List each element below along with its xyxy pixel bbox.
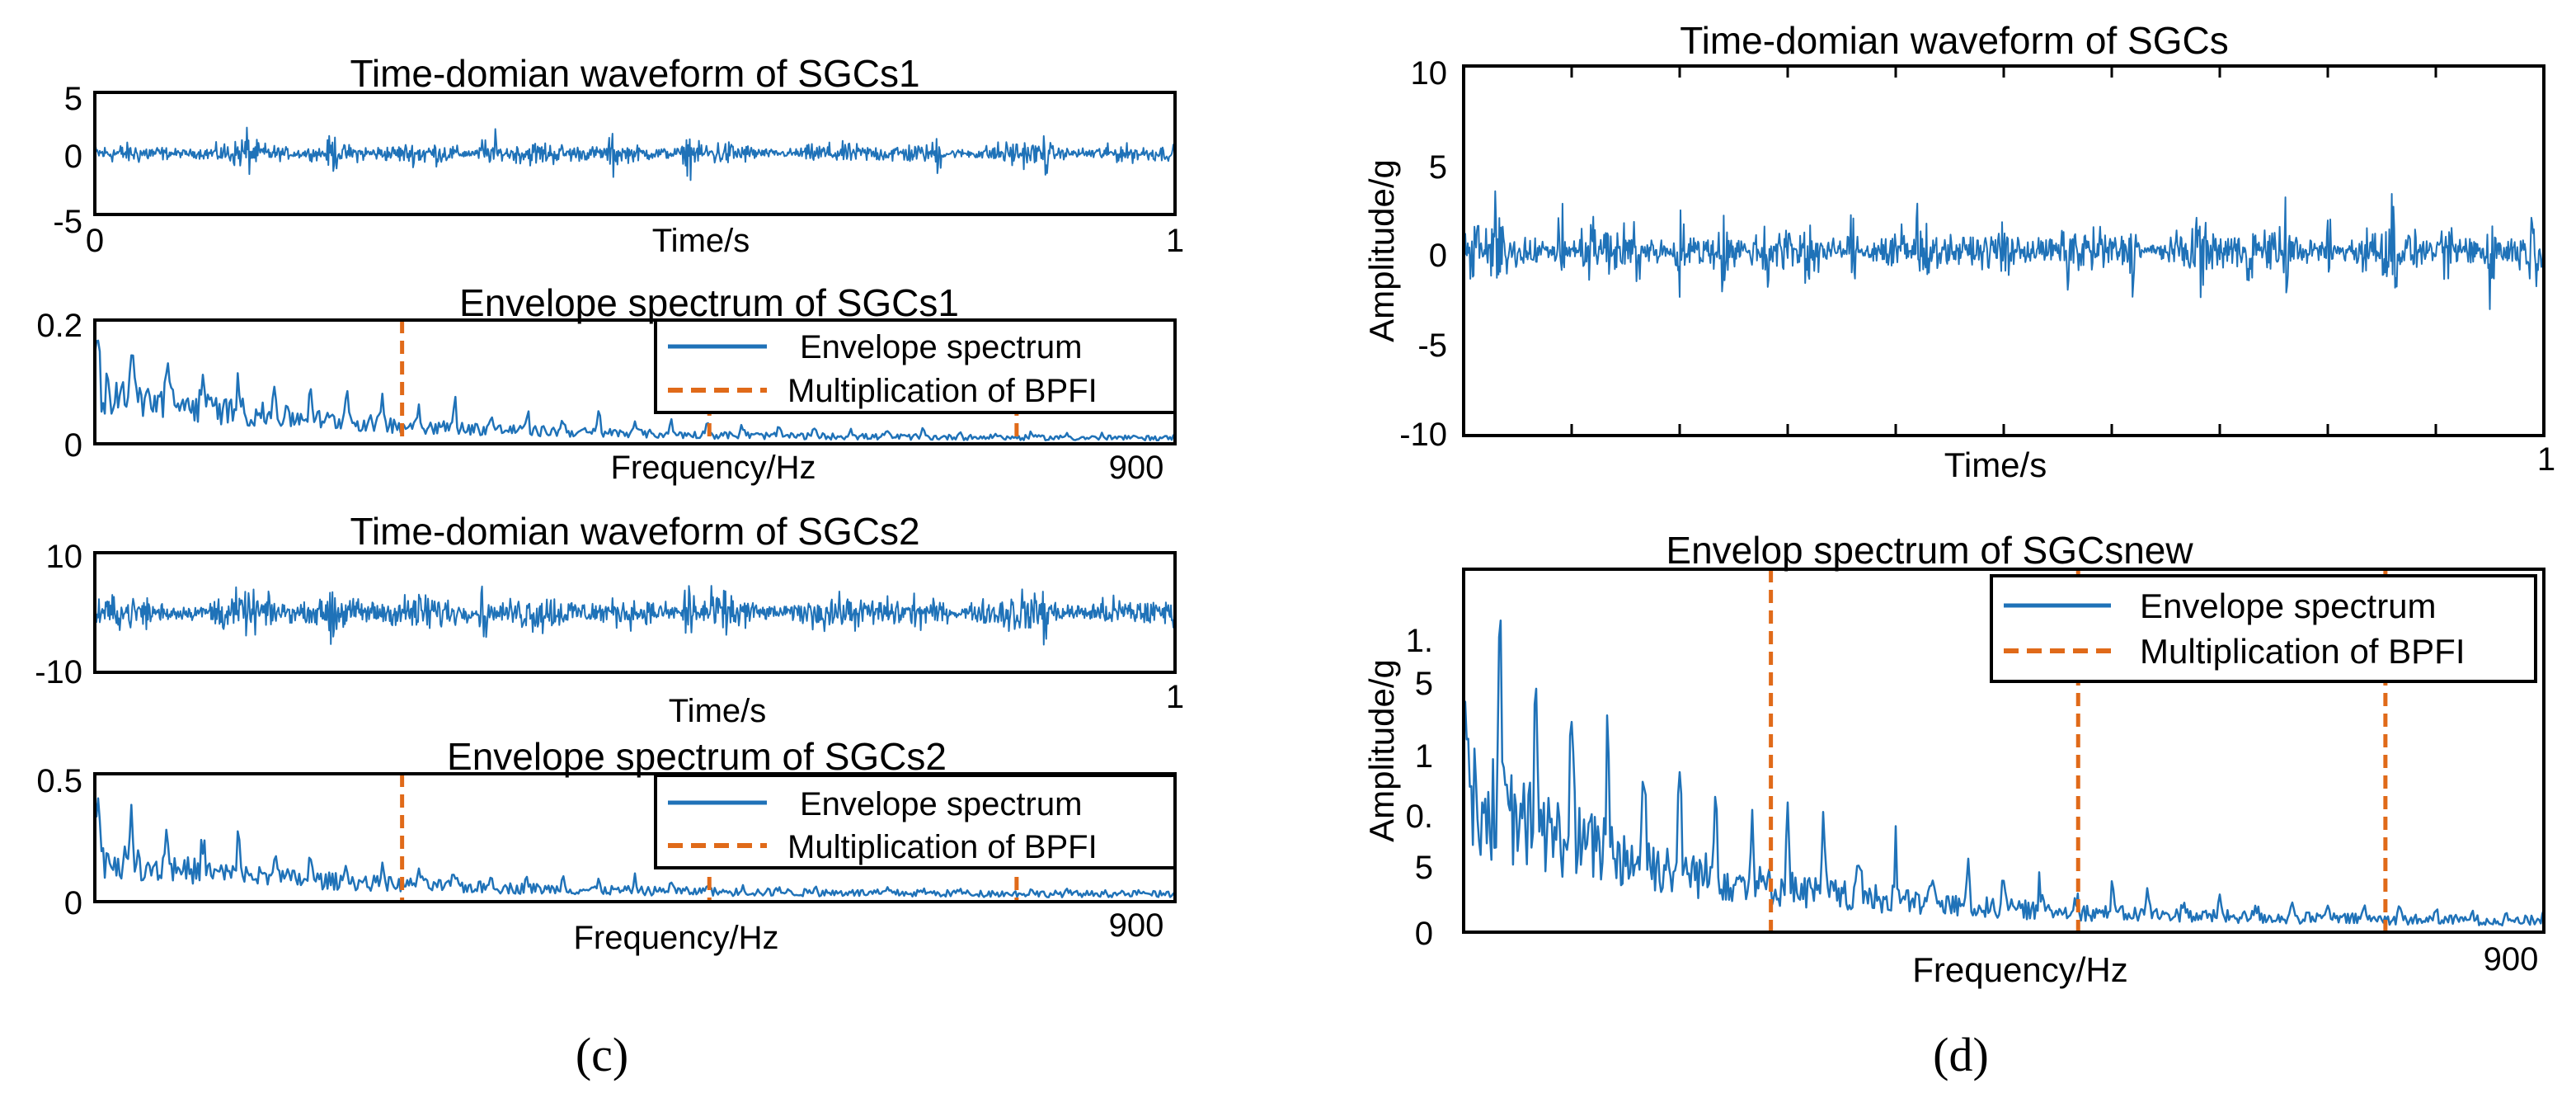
y-axis-label: Amplitude/g [1362,159,1401,342]
signal-trace [94,126,1176,181]
x-tick-label: 900 [1109,907,1164,944]
legend-label: Multiplication of BPFI [787,373,1098,409]
plot-title: Time-domian waveform of SGCs [1680,19,2228,62]
y-tick-label: 0. [1406,799,1433,835]
x-tick-marks [1570,66,2437,436]
x-axis-label: Frequency/Hz [574,920,779,956]
y-tick-label: 5 [1429,149,1447,186]
x-axis-label: Frequency/Hz [611,450,816,486]
envelope-line [93,339,1176,442]
plot-title: Envelop spectrum of SGCsnew [1666,529,2193,572]
envelope-line [1462,619,2545,927]
caption-right: (d) [1933,1028,1989,1081]
y-tick-label: 0 [64,139,82,175]
plot-sgcs-time: Time-domian waveform of SGCs Amplitude/g… [1362,19,2555,484]
plot-title: Envelope spectrum of SGCs1 [459,281,959,324]
signal-trace [94,585,1176,646]
legend: Envelope spectrum Multiplication of BPFI [1990,574,2537,683]
y-tick-label: 10 [46,539,83,575]
y-tick-label: 0 [64,885,82,921]
plot-sgcs1-envelope: Envelope spectrum of SGCs1 Envelope spec… [36,281,1177,486]
signal-line [94,585,1176,646]
y-tick-label: -5 [53,204,82,240]
legend-box [654,318,1177,414]
legend: Envelope spectrum Multiplication of BPFI [654,318,1177,414]
y-tick-label: 0 [1429,238,1447,274]
legend-box [1990,574,2537,683]
x-tick-label: 1 [1166,679,1184,715]
legend-label: Multiplication of BPFI [2140,632,2466,671]
envelope-line [93,794,1176,898]
y-tick-label: 0.5 [36,763,82,799]
signal-line [94,126,1176,181]
plot-title: Time-domian waveform of SGCs2 [350,510,919,553]
envelope-trace [1462,619,2545,927]
legend-label: Envelope spectrum [2140,587,2437,625]
x-axis-label: Frequency/Hz [1912,950,2127,989]
plot-frame [93,91,1177,216]
y-axis-label: Amplitude/g [1362,659,1401,842]
envelope-trace [93,794,1176,898]
plot-frame [1462,568,2545,934]
x-tick-label: 1 [2537,441,2555,478]
signal-trace [1463,190,2545,310]
plot-sgcsnew-envelope: Envelop spectrum of SGCsnew Envelope spe… [1362,529,2545,989]
y-tick-label: 5 [1415,666,1433,702]
legend-label: Multiplication of BPFI [787,829,1098,865]
x-axis-label: Time/s [1944,445,2047,484]
y-tick-label: 1. [1406,623,1433,659]
y-tick-label: 1 [1415,738,1433,775]
y-tick-label: 0 [64,427,82,464]
plot-sgcs2-envelope: Envelope spectrum of SGCs2 Envelope spec… [36,735,1177,956]
plot-sgcs2-time: Time-domian waveform of SGCs2 10 -10 Tim… [35,510,1184,729]
y-tick-label: 0 [1415,916,1433,952]
legend-box [654,774,1177,869]
y-tick-label: 5 [1415,850,1433,886]
legend-label: Envelope spectrum [800,329,1082,365]
x-tick-label: 900 [2484,941,2539,978]
signal-line [1463,190,2545,310]
plot-title: Time-domian waveform of SGCs1 [350,52,919,95]
y-tick-label: 10 [1411,55,1448,92]
envelope-trace [93,339,1176,442]
x-tick-label: 900 [1109,450,1164,486]
x-tick-label: 0 [86,223,104,259]
x-tick-label: 1 [1166,223,1184,259]
plot-title: Envelope spectrum of SGCs2 [447,735,947,778]
y-tick-label: -5 [1417,327,1447,364]
legend-label: Envelope spectrum [800,786,1082,822]
y-tick-label: 0.2 [36,308,82,344]
caption-left: (c) [576,1028,628,1081]
plot-frame [93,551,1177,674]
y-tick-label: 5 [64,81,82,117]
plot-sgcs1-time: Time-domian waveform of SGCs1 5 0 -5 0 1… [53,52,1184,259]
legend: Envelope spectrum Multiplication of BPFI [654,774,1177,869]
x-axis-label: Time/s [669,693,767,729]
y-tick-label: -10 [35,654,82,690]
y-tick-label: -10 [1399,417,1447,453]
x-axis-label: Time/s [652,223,750,259]
